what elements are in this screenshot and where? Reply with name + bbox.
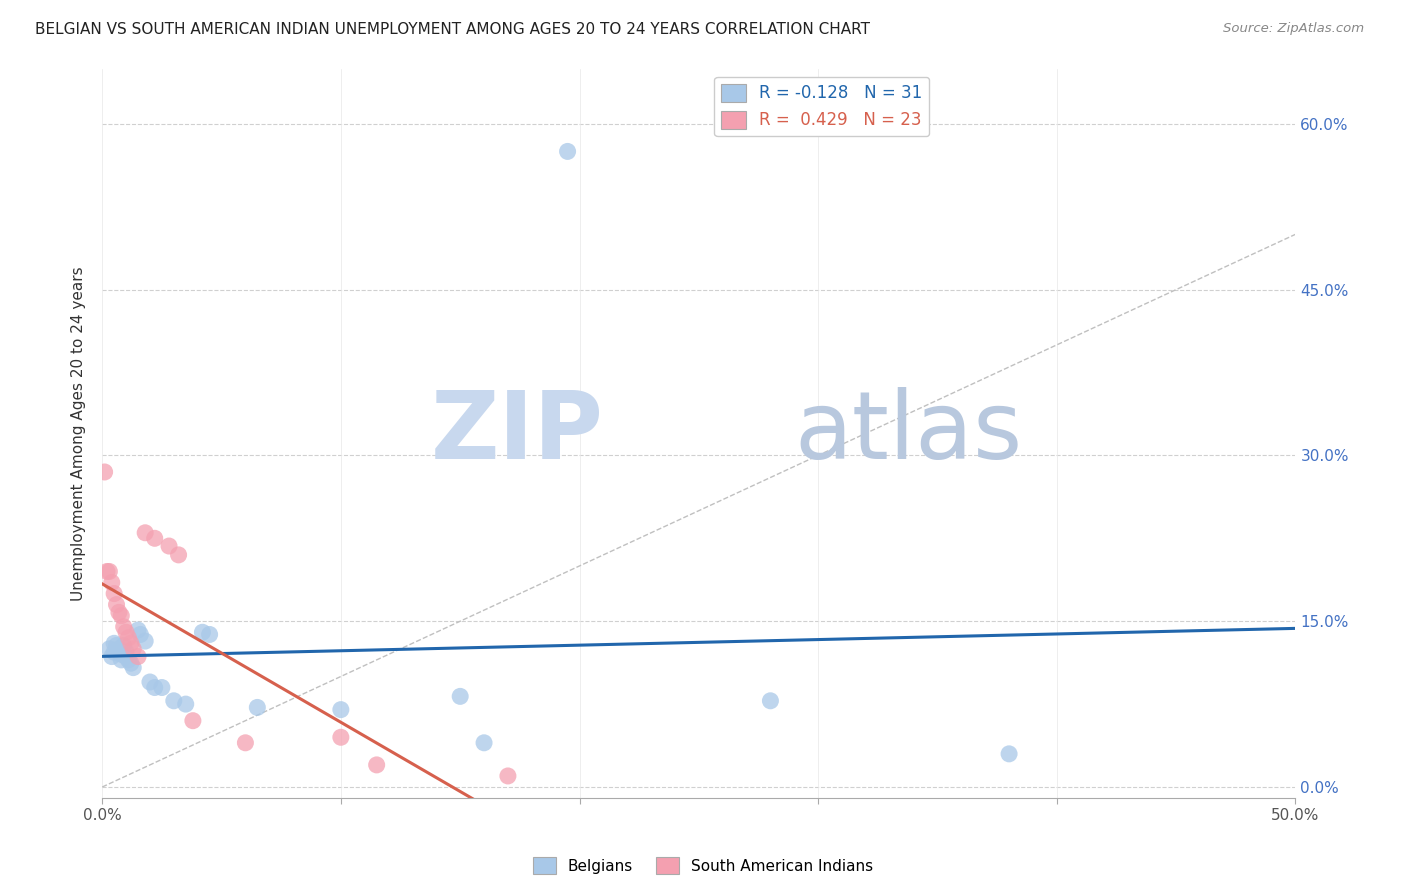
- Point: [198, 627, 221, 641]
- Point: [120, 657, 142, 671]
- Text: atlas: atlas: [794, 387, 1022, 479]
- Point: [103, 645, 125, 659]
- Point: [105, 639, 128, 653]
- Point: [557, 145, 579, 159]
- Point: [122, 660, 145, 674]
- Text: Source: ZipAtlas.com: Source: ZipAtlas.com: [1223, 22, 1364, 36]
- Text: ZIP: ZIP: [430, 387, 603, 479]
- Point: [103, 636, 125, 650]
- Point: [139, 675, 162, 690]
- Legend: Belgians, South American Indians: Belgians, South American Indians: [527, 851, 879, 880]
- Point: [100, 575, 122, 590]
- Point: [472, 736, 495, 750]
- Point: [93, 465, 115, 479]
- Point: [143, 681, 166, 695]
- Point: [496, 769, 519, 783]
- Point: [115, 645, 138, 659]
- Point: [100, 649, 122, 664]
- Point: [329, 731, 352, 745]
- Point: [235, 736, 257, 750]
- Point: [120, 636, 142, 650]
- Point: [134, 525, 156, 540]
- Point: [98, 565, 121, 579]
- Point: [115, 649, 138, 664]
- Point: [134, 634, 156, 648]
- Point: [110, 608, 132, 623]
- Point: [181, 714, 204, 728]
- Point: [105, 598, 128, 612]
- Point: [759, 694, 782, 708]
- Point: [96, 565, 118, 579]
- Point: [110, 648, 132, 662]
- Point: [103, 586, 125, 600]
- Point: [115, 625, 138, 640]
- Point: [449, 690, 471, 704]
- Point: [108, 606, 131, 620]
- Point: [122, 641, 145, 656]
- Point: [112, 639, 135, 653]
- Point: [366, 758, 388, 772]
- Point: [117, 653, 139, 667]
- Point: [163, 694, 186, 708]
- Text: BELGIAN VS SOUTH AMERICAN INDIAN UNEMPLOYMENT AMONG AGES 20 TO 24 YEARS CORRELAT: BELGIAN VS SOUTH AMERICAN INDIAN UNEMPLO…: [35, 22, 870, 37]
- Point: [150, 681, 173, 695]
- Point: [98, 641, 121, 656]
- Point: [998, 747, 1021, 761]
- Point: [157, 539, 180, 553]
- Point: [167, 548, 190, 562]
- Point: [329, 703, 352, 717]
- Point: [174, 697, 197, 711]
- Point: [143, 531, 166, 545]
- Point: [127, 649, 149, 664]
- Point: [110, 653, 132, 667]
- Legend: R = -0.128   N = 31, R =  0.429   N = 23: R = -0.128 N = 31, R = 0.429 N = 23: [714, 77, 929, 136]
- Y-axis label: Unemployment Among Ages 20 to 24 years: Unemployment Among Ages 20 to 24 years: [72, 266, 86, 600]
- Point: [246, 700, 269, 714]
- Point: [117, 631, 139, 645]
- Point: [112, 620, 135, 634]
- Point: [191, 625, 214, 640]
- Point: [108, 641, 131, 656]
- Point: [127, 623, 149, 637]
- Point: [129, 627, 152, 641]
